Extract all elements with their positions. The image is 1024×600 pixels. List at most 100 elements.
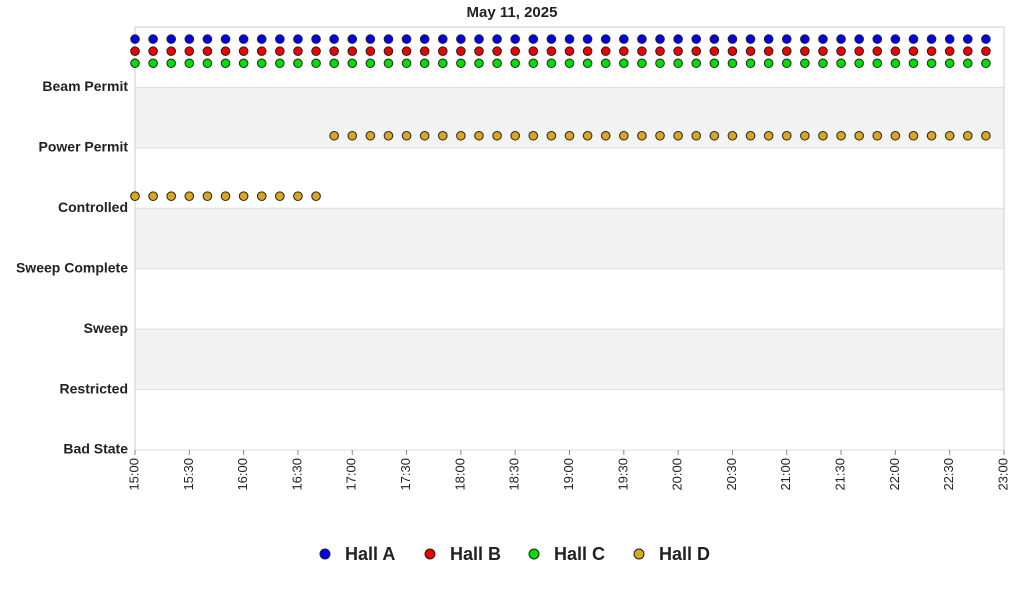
- point: [202, 34, 213, 44]
- point: [528, 34, 539, 44]
- point: [908, 46, 919, 56]
- point: [456, 58, 466, 69]
- point: [727, 34, 738, 44]
- point: [148, 191, 158, 201]
- point: [275, 191, 285, 201]
- point: [981, 130, 991, 141]
- point: [872, 34, 883, 44]
- point: [510, 130, 520, 141]
- point: [962, 58, 973, 69]
- point: [709, 34, 720, 44]
- point: [311, 34, 321, 44]
- point: [781, 34, 792, 44]
- point: [727, 130, 738, 141]
- point: [691, 46, 702, 56]
- x-tick-label: 23:00: [995, 458, 1010, 491]
- point: [818, 130, 828, 141]
- point: [238, 46, 249, 56]
- point: [437, 130, 448, 141]
- point: [781, 58, 792, 69]
- point: [981, 34, 991, 44]
- point: [763, 130, 774, 141]
- point: [401, 46, 412, 56]
- point: [763, 58, 774, 69]
- point: [184, 46, 195, 56]
- point: [655, 34, 665, 44]
- point: [148, 58, 158, 69]
- point: [854, 46, 864, 56]
- x-tick-label: 19:30: [615, 458, 630, 491]
- y-tick-label: Bad State: [63, 441, 128, 457]
- point: [981, 46, 991, 56]
- point: [546, 34, 557, 44]
- point: [275, 58, 285, 69]
- point: [564, 34, 575, 44]
- point: [763, 34, 774, 44]
- point: [709, 46, 720, 56]
- legend-label: Hall D: [659, 544, 710, 564]
- point: [148, 46, 158, 56]
- point: [962, 46, 973, 56]
- point: [763, 46, 774, 56]
- point: [383, 46, 394, 56]
- point: [691, 130, 702, 141]
- point: [582, 34, 593, 44]
- point: [619, 130, 629, 141]
- point: [673, 34, 683, 44]
- x-tick-label: 22:30: [941, 458, 956, 491]
- point: [510, 46, 520, 56]
- point: [275, 34, 285, 44]
- point: [745, 46, 756, 56]
- point: [600, 58, 611, 69]
- point: [456, 34, 466, 44]
- point: [582, 130, 593, 141]
- point: [329, 58, 339, 69]
- x-tick-label: 16:00: [235, 458, 250, 491]
- y-tick-label: Restricted: [60, 380, 128, 396]
- point: [347, 34, 358, 44]
- point: [311, 191, 321, 201]
- point: [256, 58, 267, 69]
- y-tick-label: Beam Permit: [42, 78, 128, 94]
- point: [872, 46, 883, 56]
- point: [329, 34, 339, 44]
- legend-label: Hall B: [450, 544, 501, 564]
- point: [600, 130, 611, 141]
- point: [655, 130, 665, 141]
- point: [329, 46, 339, 56]
- point: [202, 46, 213, 56]
- point: [944, 130, 955, 141]
- point: [474, 34, 484, 44]
- point: [238, 58, 249, 69]
- bands: [135, 87, 1004, 390]
- x-tick-label: 22:00: [887, 458, 902, 491]
- point: [673, 46, 683, 56]
- point: [890, 130, 901, 141]
- x-tick-label: 16:30: [289, 458, 304, 491]
- point: [854, 130, 864, 141]
- point: [854, 34, 864, 44]
- point: [437, 46, 448, 56]
- point: [256, 34, 267, 44]
- point: [836, 34, 846, 44]
- point: [311, 58, 321, 69]
- point: [781, 46, 792, 56]
- legend-marker: [528, 548, 540, 560]
- legend-marker: [633, 548, 645, 560]
- point: [256, 191, 267, 201]
- point: [130, 58, 140, 69]
- point: [202, 191, 213, 201]
- point: [962, 130, 973, 141]
- x-tick-label: 15:30: [181, 458, 196, 491]
- point: [419, 130, 430, 141]
- point: [456, 130, 466, 141]
- point: [528, 46, 539, 56]
- point: [872, 58, 883, 69]
- point: [528, 130, 539, 141]
- point: [745, 130, 756, 141]
- point: [456, 46, 466, 56]
- point: [383, 34, 394, 44]
- point: [437, 34, 448, 44]
- point: [655, 58, 665, 69]
- x-tick-label: 21:00: [778, 458, 793, 491]
